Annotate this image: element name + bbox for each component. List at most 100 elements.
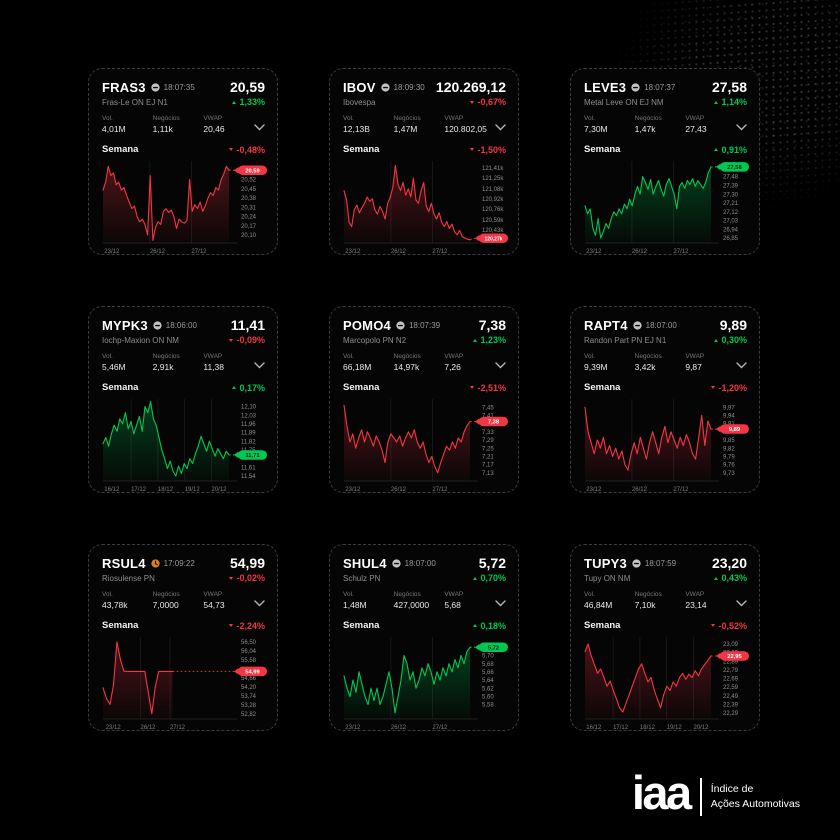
stat-vol: Vol. 46,84M — [584, 591, 635, 610]
chevron-down-icon[interactable] — [495, 594, 506, 612]
stats-row: Vol. 12,13B Negócios 1,47M VWAP 120.802,… — [343, 115, 506, 136]
svg-text:5,60: 5,60 — [482, 695, 494, 701]
svg-text:120,27k: 120,27k — [484, 236, 502, 242]
week-chart[interactable]: 7,45 7,41 7,33 7,29 7,25 7,21 7,17 7,13 7,38 23/1… — [343, 396, 508, 499]
stock-card-fras3[interactable]: FRAS3 18:07:35 20,59 Fras-Le ON EJ N1 1,… — [88, 68, 278, 255]
svg-text:120,76k: 120,76k — [482, 207, 504, 213]
svg-text:12,10: 12,10 — [241, 405, 257, 411]
company-name: Iochp-Maxion ON NM — [102, 335, 179, 345]
week-chart[interactable]: 20,52 20,45 20,38 20,31 20,24 20,17 20,10 20,59… — [102, 158, 267, 261]
svg-text:22,59: 22,59 — [723, 685, 739, 691]
week-change-value: -0,48% — [236, 144, 265, 155]
company-name: Marcopolo PN N2 — [343, 335, 407, 345]
stats-row: Vol. 66,18M Negócios 14,97k VWAP 7,26 — [343, 353, 506, 374]
chevron-down-icon[interactable] — [495, 356, 506, 374]
week-chart[interactable]: 12,1012,0311,9611,8911,8211,7511,6111,54… — [102, 396, 267, 499]
svg-text:27,12: 27,12 — [723, 210, 739, 216]
svg-text:20,10: 20,10 — [241, 233, 257, 239]
chevron-down-icon[interactable] — [495, 118, 506, 136]
svg-text:56,04: 56,04 — [241, 649, 257, 655]
stock-card-rsul4[interactable]: RSUL4 17:09:22 54,99 Riosulense PN -0,02… — [88, 544, 278, 731]
arrow-down-icon — [711, 624, 716, 627]
week-change-value: 0,18% — [480, 620, 506, 631]
chevron-down-icon[interactable] — [254, 118, 265, 136]
day-change: 0,30% — [714, 335, 747, 345]
week-chart[interactable]: 5,70 5,68 5,66 5,64 5,62 5,60 5,58 5,72 23/12 26/… — [343, 634, 508, 737]
stat-vol-label: Vol. — [102, 353, 113, 360]
card-subheader: Randon Part PN EJ N1 0,30% — [584, 335, 747, 345]
stat-negocios-value: 14,97k — [393, 362, 420, 372]
stat-vwap-value: 27,43 — [685, 124, 707, 134]
ticker-symbol: MYPK3 — [102, 317, 148, 333]
stat-vol: Vol. 7,30M — [584, 115, 635, 134]
chevron-down-icon[interactable] — [736, 594, 747, 612]
week-chart[interactable]: 121,41k 121,25k 121,08k 120,92k 120,76k 120,5… — [343, 158, 508, 261]
week-chart[interactable]: 23,0922,9922,8922,7922,6922,5922,4922,39… — [584, 634, 749, 737]
quote-time: 18:09:30 — [393, 82, 425, 92]
stock-card-rapt4[interactable]: RAPT4 18:07:00 9,89 Randon Part PN EJ N1… — [570, 306, 760, 493]
week-chart[interactable]: 56,50 56,04 55,58 54,66 54,20 53,74 53,28 52,82… — [102, 634, 267, 737]
company-name: Fras-Le ON EJ N1 — [102, 97, 168, 107]
week-chart[interactable]: 27,48 27,39 27,30 27,21 27,12 27,03 26,94 26,85… — [584, 158, 749, 261]
svg-text:27/12: 27/12 — [673, 249, 689, 255]
stat-vol-label: Vol. — [343, 353, 354, 360]
day-change-value: 0,30% — [721, 335, 747, 345]
week-row: Semana 0,17% — [102, 382, 265, 393]
last-price: 20,59 — [229, 79, 265, 95]
week-label: Semana — [343, 620, 380, 631]
svg-text:20,52: 20,52 — [241, 178, 257, 184]
stat-negocios-label: Negócios — [634, 591, 662, 598]
stat-negocios: Negócios 1,11k — [153, 115, 204, 134]
arrow-down-icon — [470, 148, 475, 151]
svg-text:27/12: 27/12 — [673, 487, 689, 493]
stat-vwap-value: 54,73 — [203, 600, 225, 610]
stats-row: Vol. 7,30M Negócios 1,47k VWAP 27,43 — [584, 115, 747, 136]
week-change-value: -1,20% — [718, 382, 747, 393]
chevron-down-icon[interactable] — [736, 118, 747, 136]
week-change: 0,18% — [473, 621, 506, 631]
svg-text:26/12: 26/12 — [150, 249, 166, 255]
stock-card-pomo4[interactable]: POMO4 18:07:39 7,38 Marcopolo PN N2 1,23… — [329, 306, 519, 493]
stock-card-ibov[interactable]: IBOV 18:09:30 120.269,12 Ibovespa -0,67%… — [329, 68, 519, 255]
svg-text:23/12: 23/12 — [106, 725, 122, 731]
chevron-down-icon[interactable] — [254, 356, 265, 374]
ticker-symbol: POMO4 — [343, 317, 391, 333]
chevron-down-icon[interactable] — [254, 594, 265, 612]
svg-text:27/12: 27/12 — [432, 487, 448, 493]
svg-text:7,38: 7,38 — [488, 420, 500, 426]
week-chart[interactable]: 9,979,949,919,859,829,799,769,739,8923/1… — [584, 396, 749, 499]
stock-card-leve3[interactable]: LEVE3 18:07:37 27,58 Metal Leve ON EJ NM… — [570, 68, 760, 255]
svg-text:19/12: 19/12 — [667, 725, 683, 731]
week-change: -2,51% — [470, 383, 506, 393]
quote-time: 18:06:00 — [165, 320, 197, 330]
clock-icon — [150, 558, 160, 568]
svg-text:26/12: 26/12 — [632, 487, 648, 493]
chevron-down-icon[interactable] — [736, 356, 747, 374]
svg-text:27,03: 27,03 — [723, 219, 739, 225]
svg-text:54,99: 54,99 — [245, 670, 260, 676]
stat-negocios-label: Negócios — [634, 115, 662, 122]
svg-text:54,20: 54,20 — [241, 685, 257, 691]
stat-vwap: VWAP 9,87 — [685, 353, 736, 372]
svg-text:7,17: 7,17 — [482, 463, 494, 469]
iaa-logo: iaa Índice de Ações Automotivas — [632, 770, 800, 818]
stats-row: Vol. 5,46M Negócios 2,91k VWAP 11,38 — [102, 353, 265, 374]
arrow-down-icon — [229, 576, 234, 580]
week-change: 0,91% — [714, 145, 747, 155]
svg-text:56,50: 56,50 — [241, 640, 257, 646]
stat-negocios-value: 1,47k — [634, 124, 656, 134]
stock-card-tupy3[interactable]: TUPY3 18:07:59 23,20 Tupy ON NM 0,43% Vo… — [570, 544, 760, 731]
stat-negocios: Negócios 427,0000 — [394, 591, 445, 610]
stock-card-mypk3[interactable]: MYPK3 18:06:00 11,41 Iochp-Maxion ON NM … — [88, 306, 278, 493]
svg-text:9,97: 9,97 — [723, 405, 735, 411]
arrow-up-icon — [473, 338, 478, 342]
logo-subtitle-line1: Índice de — [710, 782, 754, 795]
stat-vol: Vol. 43,78k — [102, 591, 153, 610]
stat-negocios: Negócios 1,47k — [635, 115, 686, 134]
ticker-symbol: LEVE3 — [584, 79, 627, 95]
card-subheader: Iochp-Maxion ON NM -0,09% — [102, 335, 265, 345]
stat-negocios-value: 1,47M — [393, 124, 418, 134]
stock-card-shul4[interactable]: SHUL4 18:07:00 5,72 Schulz PN 0,70% Vol.… — [329, 544, 519, 731]
card-subheader: Fras-Le ON EJ N1 1,33% — [102, 97, 265, 107]
stat-negocios: Negócios 3,42k — [635, 353, 686, 372]
